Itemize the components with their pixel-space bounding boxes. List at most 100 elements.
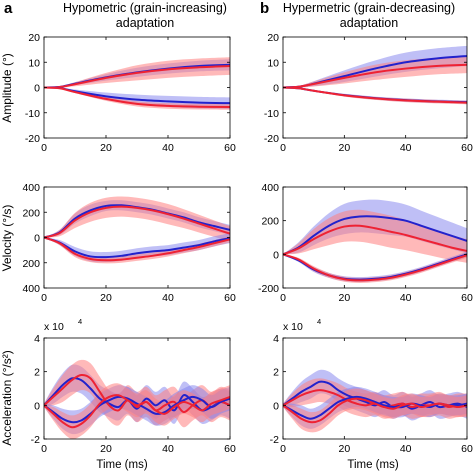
series-line-red-3 xyxy=(44,394,230,429)
x-tick-label: 20 xyxy=(338,142,350,154)
y-tick-label: 200 xyxy=(22,207,40,219)
series-line-red-3 xyxy=(283,253,467,282)
sd-band-red-1 xyxy=(283,209,467,263)
y-tick-label: 400 xyxy=(261,182,279,194)
series-line-red-1 xyxy=(283,224,467,256)
ylabel-amplitude: Amplitude (°) xyxy=(0,53,14,123)
sd-band-blue-2 xyxy=(44,87,230,109)
chart-a-velocity: 0 20 40 60 400 200 0 200 400 xyxy=(22,182,236,304)
sci-multiplier-a-base: x 10 xyxy=(44,321,64,333)
y-tick-label: 0 xyxy=(34,83,40,95)
sd-band-red-3 xyxy=(283,388,467,433)
sd-band-red-1 xyxy=(44,196,230,242)
axes-frame xyxy=(282,186,468,289)
x-tick-label: 60 xyxy=(224,292,236,304)
series-layer xyxy=(283,45,467,105)
panel-a-header: a Hypometric (grain-increasing) adaptati… xyxy=(4,0,227,30)
x-tick-label: 40 xyxy=(400,443,412,455)
x-tick-label: 60 xyxy=(461,142,473,154)
xlabel-time-b: Time (ms) xyxy=(347,459,398,471)
panel-a-letter: a xyxy=(4,0,13,17)
y-tick-label: 0 xyxy=(34,400,40,412)
x-tick-label: 60 xyxy=(461,292,473,304)
y-tick-label: 20 xyxy=(28,32,40,44)
x-tick-label: 0 xyxy=(280,142,286,154)
y-tick-label: 0 xyxy=(34,233,40,245)
y-tick-label: -10 xyxy=(264,108,279,120)
x-tick-label: 60 xyxy=(224,142,236,154)
sci-multiplier-b-base: x 10 xyxy=(283,321,303,333)
y-tick-label: 10 xyxy=(28,57,40,69)
series-line-blue-2 xyxy=(44,236,230,259)
y-tick-label: -20 xyxy=(264,133,279,145)
series-line-red-1 xyxy=(283,63,467,89)
x-tick-label: 20 xyxy=(100,292,112,304)
x-tick-label: 40 xyxy=(162,292,174,304)
x-tick-label: 40 xyxy=(400,142,412,154)
y-tick-label: -200 xyxy=(258,283,279,295)
y-tick-label: 400 xyxy=(22,283,40,295)
x-tick-label: 0 xyxy=(41,443,47,455)
y-tick-label: 4 xyxy=(34,333,40,345)
x-tick-label: 40 xyxy=(162,142,174,154)
panel-b-letter: b xyxy=(260,0,269,17)
x-tick-label: 0 xyxy=(280,443,286,455)
ylabel-velocity: Velocity (°/s) xyxy=(0,205,14,272)
y-tick-label: 2 xyxy=(273,367,279,379)
series-line-red-1 xyxy=(44,373,230,414)
series-line-blue-2 xyxy=(44,395,230,424)
y-tick-label: 10 xyxy=(267,57,279,69)
series-line-red-1 xyxy=(44,65,230,89)
y-tick-label: 0 xyxy=(273,83,279,95)
x-tick-label: 60 xyxy=(461,443,473,455)
y-tick-label: 200 xyxy=(261,216,279,228)
sd-band-blue-2 xyxy=(44,233,230,263)
xlabel-time-a: Time (ms) xyxy=(96,459,147,471)
x-tick-label: 40 xyxy=(400,292,412,304)
axes-frame xyxy=(282,337,468,440)
sd-band-red-3 xyxy=(44,383,230,439)
series-line-red-3 xyxy=(283,86,467,104)
sci-multiplier-b: x 10 4 xyxy=(283,317,321,333)
y-tick-label: 20 xyxy=(267,32,279,44)
x-tick-label: 20 xyxy=(100,443,112,455)
series-line-red-3 xyxy=(44,86,230,108)
sci-multiplier-b-exponent: 4 xyxy=(317,317,321,326)
series-line-blue-0 xyxy=(283,215,467,256)
panel-b-title-line2: adaptation xyxy=(340,16,398,30)
y-tick-label: 0 xyxy=(273,249,279,261)
y-tick-label: -10 xyxy=(25,108,40,120)
series-line-red-1 xyxy=(44,205,230,239)
x-tick-label: 0 xyxy=(280,292,286,304)
x-tick-label: 20 xyxy=(338,443,350,455)
x-tick-label: 0 xyxy=(41,142,47,154)
chart-a-amplitude: 0 20 40 60 -20 -10 0 10 20 xyxy=(25,32,236,154)
chart-b-amplitude: 0 20 40 60 -20 -10 0 10 20 xyxy=(264,32,473,154)
x-tick-label: 20 xyxy=(100,142,112,154)
y-tick-label: 2 xyxy=(34,367,40,379)
sd-band-red-3 xyxy=(44,87,230,110)
series-layer xyxy=(283,369,467,433)
axes-frame xyxy=(43,337,231,440)
series-line-red-3 xyxy=(44,236,230,262)
x-tick-label: 20 xyxy=(338,292,350,304)
ylabel-acceleration: Acceleration (°/s²) xyxy=(0,350,14,446)
series-layer xyxy=(44,57,230,110)
x-tick-label: 0 xyxy=(41,292,47,304)
x-tick-label: 40 xyxy=(162,443,174,455)
series-line-red-3 xyxy=(283,397,467,424)
x-tick-label: 60 xyxy=(224,443,236,455)
sci-multiplier-a-exponent: 4 xyxy=(78,317,82,326)
panel-b-header: b Hypermetric (grain-decreasing) adaptat… xyxy=(260,0,455,30)
series-layer xyxy=(44,359,230,439)
series-layer xyxy=(44,196,230,264)
sci-multiplier-a: x 10 4 xyxy=(44,317,82,333)
y-tick-label: -2 xyxy=(270,434,279,446)
y-tick-label: 4 xyxy=(273,333,279,345)
y-tick-label: 0 xyxy=(273,400,279,412)
